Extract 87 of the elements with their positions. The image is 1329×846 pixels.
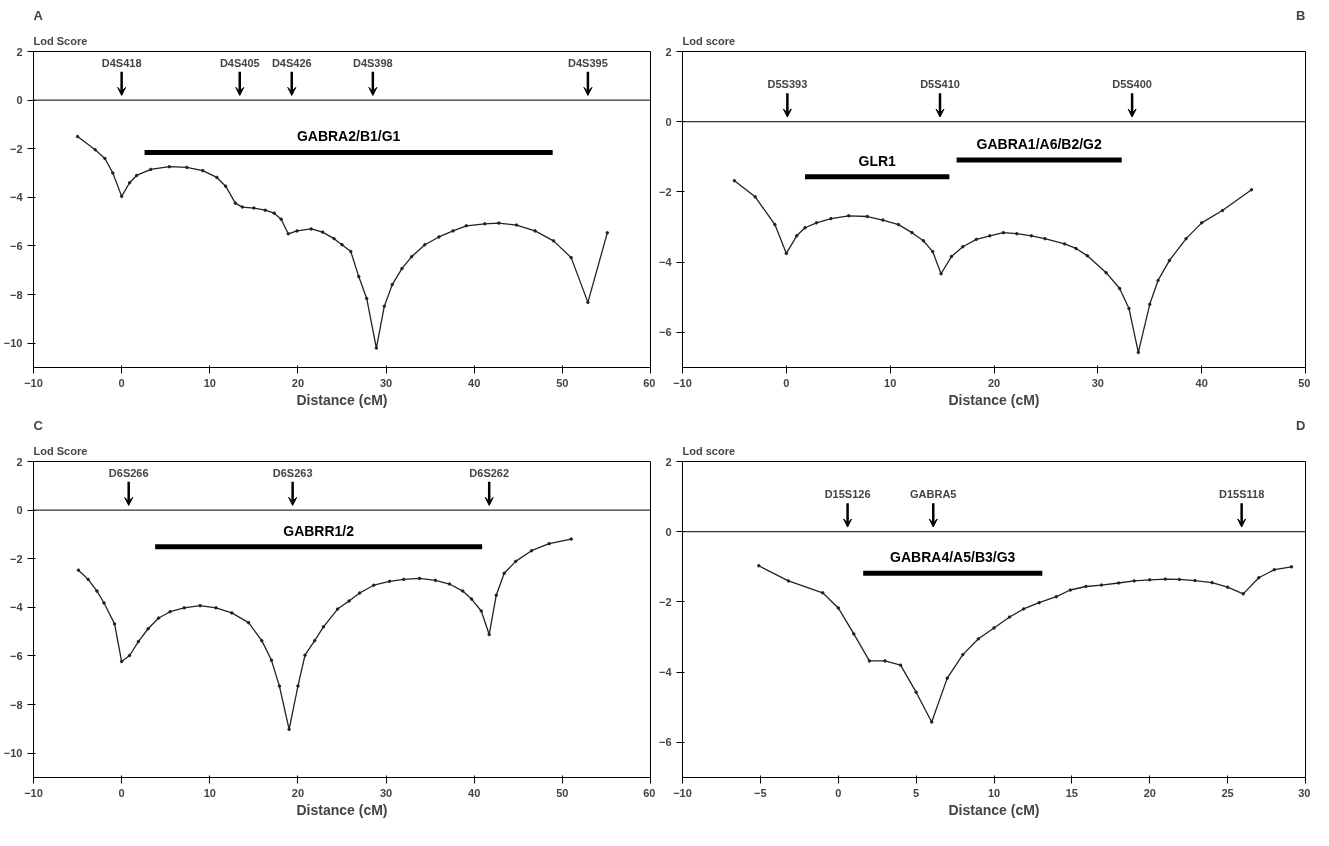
annotation: D6S263 <box>272 466 313 479</box>
x-axis-title: Distance (cM) <box>948 391 1040 408</box>
x-tick-label: 0 <box>783 376 790 389</box>
y-tick-label: −2 <box>658 595 672 608</box>
x-tick-label: 10 <box>884 376 897 389</box>
x-axis-title: Distance (cM) <box>948 801 1040 818</box>
x-tick-label: 20 <box>291 786 305 799</box>
x-tick-label: 0 <box>118 376 125 389</box>
y-tick-label: −6 <box>9 649 23 662</box>
annotation: D6S266 <box>108 466 149 479</box>
x-tick-label: −5 <box>754 786 767 799</box>
x-tick-label: 60 <box>643 786 656 799</box>
y-tick-label: 2 <box>665 455 672 468</box>
x-tick-label: 15 <box>1065 786 1079 799</box>
y-axis-title: Lod Score <box>33 444 88 457</box>
x-tick-label: 0 <box>835 786 842 799</box>
x-axis-title: Distance (cM) <box>296 801 388 818</box>
x-tick-label: −10 <box>24 376 43 389</box>
annotation: D4S426 <box>271 56 312 69</box>
x-tick-label: 10 <box>203 376 216 389</box>
series-label: GABRA1/A6/B2/G2 <box>976 135 1103 152</box>
y-tick-label: −6 <box>658 736 672 749</box>
x-tick-label: 30 <box>1091 376 1104 389</box>
y-tick-label: −4 <box>658 666 673 679</box>
x-tick-label: 30 <box>1298 786 1311 799</box>
x-tick-label: 20 <box>1143 786 1156 799</box>
x-tick-label: −10 <box>24 786 43 799</box>
x-tick-label: 30 <box>379 786 393 799</box>
x-tick-label: 25 <box>1221 786 1234 799</box>
x-tick-label: 20 <box>987 376 1001 389</box>
y-tick-label: −4 <box>9 601 24 614</box>
y-tick-label: 2 <box>16 45 23 58</box>
y-tick-label: 0 <box>665 525 672 538</box>
x-tick-label: −10 <box>673 786 692 799</box>
annotation: D4S398 <box>352 56 393 69</box>
y-tick-label: −8 <box>9 698 23 711</box>
x-axis-title: Distance (cM) <box>296 391 388 408</box>
y-tick-label: 2 <box>16 455 23 468</box>
chart-title: D <box>1296 417 1306 433</box>
annotation: D5S400 <box>1112 78 1152 91</box>
annotation: D5S393 <box>767 78 808 91</box>
annotation: GABRA5 <box>910 488 957 501</box>
y-tick-label: −2 <box>9 142 23 155</box>
annotation: D4S395 <box>568 56 608 69</box>
y-tick-label: 0 <box>16 504 23 517</box>
x-tick-label: 0 <box>118 786 125 799</box>
y-tick-label: −10 <box>3 337 23 350</box>
x-tick-label: 50 <box>1298 376 1311 389</box>
x-tick-label: 40 <box>468 376 481 389</box>
x-tick-label: 5 <box>913 786 920 799</box>
annotation: D5S410 <box>920 78 960 91</box>
y-tick-label: 0 <box>16 94 23 107</box>
x-tick-label: 60 <box>643 376 656 389</box>
x-tick-label: 40 <box>1195 376 1208 389</box>
x-tick-label: −10 <box>673 376 692 389</box>
y-tick-label: −8 <box>9 288 23 301</box>
series-label: GLR1 <box>858 152 897 169</box>
y-tick-label: −4 <box>9 191 24 204</box>
y-tick-label: −2 <box>658 185 672 198</box>
y-tick-label: −6 <box>658 326 672 339</box>
chart-title: B <box>1296 7 1306 23</box>
series-label: GABRA2/B1/G1 <box>296 128 401 145</box>
x-tick-label: 30 <box>379 376 393 389</box>
y-axis-title: Lod score <box>682 34 736 47</box>
x-tick-label: 50 <box>556 376 569 389</box>
series-label: GABRA4/A5/B3/G3 <box>890 549 1016 566</box>
y-tick-label: 2 <box>665 45 672 58</box>
x-tick-label: 50 <box>556 786 569 799</box>
y-tick-label: −4 <box>658 256 673 269</box>
annotation: D4S405 <box>219 56 260 69</box>
x-tick-label: 20 <box>291 376 305 389</box>
y-axis-title: Lod Score <box>33 34 88 47</box>
y-tick-label: −6 <box>9 239 23 252</box>
y-tick-label: −2 <box>9 552 23 565</box>
chart-title: C <box>33 417 44 433</box>
annotation: D4S418 <box>101 56 142 69</box>
y-axis-title: Lod score <box>682 444 736 457</box>
annotation: D6S262 <box>469 466 510 479</box>
x-tick-label: 10 <box>987 786 1001 799</box>
annotation: D15S126 <box>824 488 871 501</box>
y-tick-label: −10 <box>3 747 23 760</box>
x-tick-label: 40 <box>468 786 481 799</box>
chart-title: A <box>33 7 44 23</box>
series-label: GABRR1/2 <box>283 522 355 539</box>
x-tick-label: 10 <box>203 786 216 799</box>
y-tick-label: 0 <box>665 115 672 128</box>
annotation: D15S118 <box>1219 488 1265 501</box>
